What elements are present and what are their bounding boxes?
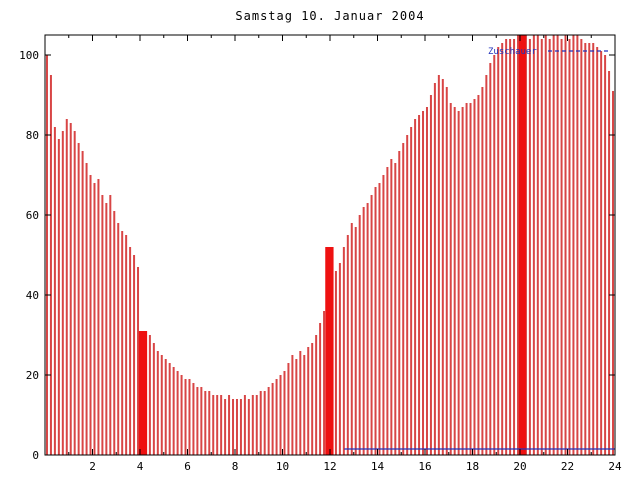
x-tick-label: 10 (276, 460, 289, 473)
x-tick-label: 12 (323, 460, 336, 473)
x-tick-label: 16 (418, 460, 431, 473)
x-tick-label: 14 (371, 460, 385, 473)
axis-layer (44, 34, 616, 456)
y-tick-label: 80 (26, 129, 39, 142)
x-tick-label: 20 (513, 460, 526, 473)
dense-blocks-layer (138, 35, 526, 455)
x-tick-label: 24 (608, 460, 622, 473)
legend: Zuschauer (488, 47, 610, 57)
y-tick-label: 100 (19, 49, 39, 62)
x-tick-label: 2 (89, 460, 96, 473)
x-tick-label: 8 (232, 460, 239, 473)
dense-block (518, 35, 526, 455)
x-tick-label: 22 (561, 460, 574, 473)
y-tick-label: 40 (26, 289, 39, 302)
x-tick-label: 18 (466, 460, 479, 473)
bars-layer (45, 35, 615, 455)
dense-block (138, 331, 148, 455)
y-tick-label: 60 (26, 209, 39, 222)
x-tick-label: 6 (184, 460, 191, 473)
x-tick-label: 4 (137, 460, 144, 473)
legend-label: Zuschauer (488, 47, 537, 57)
chart-title: Samstag 10. Januar 2004 (235, 9, 425, 23)
dense-block (325, 247, 334, 455)
y-tick-label: 20 (26, 369, 39, 382)
y-tick-label: 0 (32, 449, 39, 462)
